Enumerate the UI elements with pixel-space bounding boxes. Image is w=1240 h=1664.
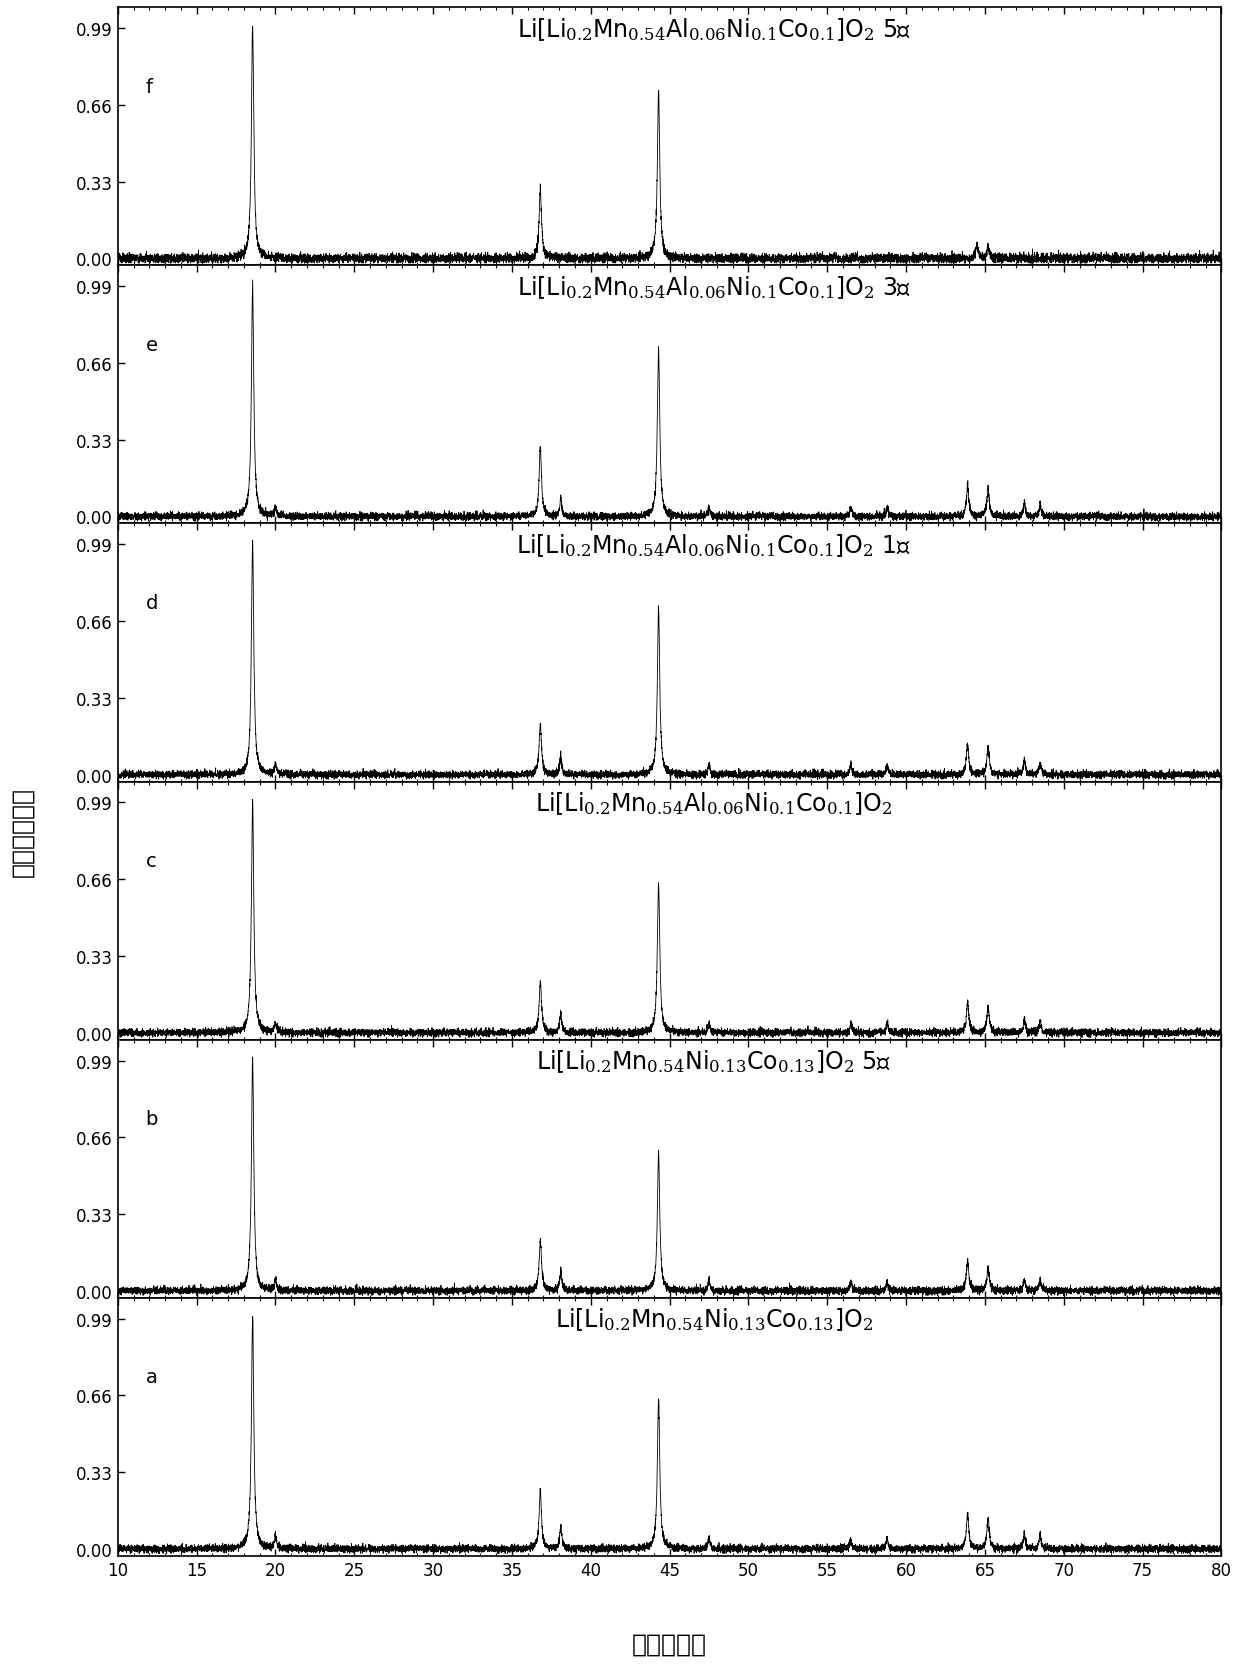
- Text: b: b: [145, 1110, 157, 1128]
- Text: Li[Li$_{0.2}$Mn$_{0.54}$Ni$_{0.13}$Co$_{0.13}$]O$_2$ 5天: Li[Li$_{0.2}$Mn$_{0.54}$Ni$_{0.13}$Co$_{…: [537, 1048, 892, 1075]
- Text: 两倍衍射角: 两倍衍射角: [632, 1632, 707, 1656]
- Text: 归一化计数率: 归一化计数率: [10, 787, 35, 877]
- Text: Li[Li$_{0.2}$Mn$_{0.54}$Al$_{0.06}$Ni$_{0.1}$Co$_{0.1}$]O$_2$ 3天: Li[Li$_{0.2}$Mn$_{0.54}$Al$_{0.06}$Ni$_{…: [517, 275, 910, 301]
- Text: Li[Li$_{0.2}$Mn$_{0.54}$Al$_{0.06}$Ni$_{0.1}$Co$_{0.1}$]O$_2$ 1天: Li[Li$_{0.2}$Mn$_{0.54}$Al$_{0.06}$Ni$_{…: [517, 532, 911, 559]
- Text: f: f: [145, 78, 153, 97]
- Text: Li[Li$_{0.2}$Mn$_{0.54}$Al$_{0.06}$Ni$_{0.1}$Co$_{0.1}$]O$_2$ 5天: Li[Li$_{0.2}$Mn$_{0.54}$Al$_{0.06}$Ni$_{…: [517, 17, 910, 43]
- Text: a: a: [145, 1368, 157, 1386]
- Text: c: c: [145, 852, 156, 870]
- Text: Li[Li$_{0.2}$Mn$_{0.54}$Al$_{0.06}$Ni$_{0.1}$Co$_{0.1}$]O$_2$: Li[Li$_{0.2}$Mn$_{0.54}$Al$_{0.06}$Ni$_{…: [536, 790, 893, 817]
- Text: d: d: [145, 594, 157, 612]
- Text: Li[Li$_{0.2}$Mn$_{0.54}$Ni$_{0.13}$Co$_{0.13}$]O$_2$: Li[Li$_{0.2}$Mn$_{0.54}$Ni$_{0.13}$Co$_{…: [554, 1306, 873, 1333]
- Text: e: e: [145, 336, 157, 354]
